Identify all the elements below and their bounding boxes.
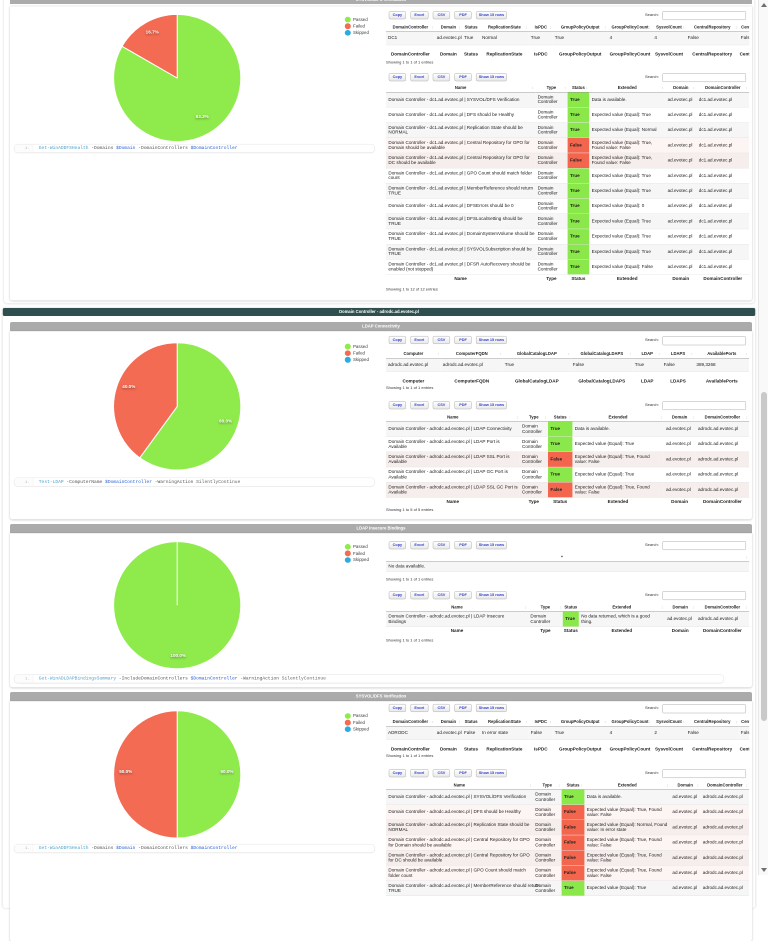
svg-text:16.7%: 16.7% [145,29,158,34]
svg-text:50.0%: 50.0% [220,769,233,774]
svg-text:50.0%: 50.0% [119,769,132,774]
svg-text:83.3%: 83.3% [195,114,208,119]
svg-text:100.0%: 100.0% [170,653,186,658]
svg-text:60.0%: 60.0% [219,418,232,423]
svg-text:40.0%: 40.0% [122,384,135,389]
